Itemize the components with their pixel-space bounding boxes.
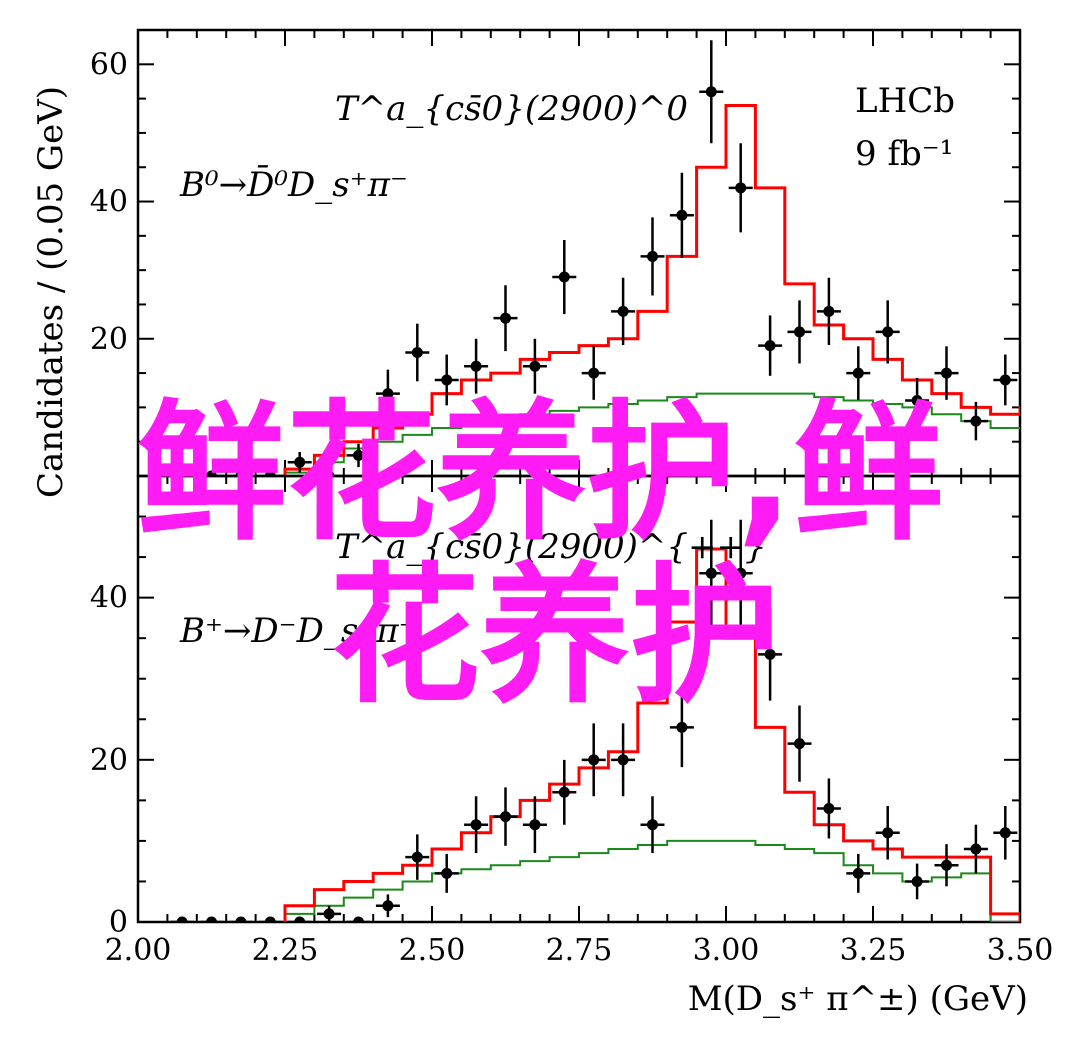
data-point-top xyxy=(199,470,224,476)
data-point-top xyxy=(434,354,459,406)
data-point-top xyxy=(405,323,430,382)
data-point-bottom xyxy=(493,787,518,846)
component-fit-bottom xyxy=(284,839,1020,922)
data-point-top xyxy=(287,451,312,473)
data-point-top xyxy=(699,40,724,144)
data-point-bottom xyxy=(317,905,342,922)
data-point-top xyxy=(640,217,665,296)
data-point-bottom xyxy=(787,705,812,782)
plot-area-bottom xyxy=(170,519,1020,922)
x-tick-label: 3.50 xyxy=(987,933,1054,968)
x-tick-label: 2.50 xyxy=(399,933,466,968)
data-point-bottom xyxy=(258,916,283,922)
data-point-top xyxy=(728,143,753,233)
data-point-top xyxy=(993,354,1018,406)
x-tick-label: 3.25 xyxy=(840,933,907,968)
data-point-top xyxy=(611,277,636,345)
data-point-top xyxy=(464,338,489,394)
data-point-top xyxy=(170,470,195,476)
watermark-line-1: 鲜花养护,鲜 xyxy=(137,387,944,561)
data-point-top xyxy=(552,239,577,315)
y-tick-label-bottom: 0 xyxy=(109,905,128,940)
data-point-bottom xyxy=(669,687,694,768)
data-point-bottom xyxy=(199,916,224,922)
data-point-bottom xyxy=(640,796,665,854)
data-point-bottom xyxy=(464,796,489,854)
data-point-top xyxy=(758,315,783,376)
bottom-state-label: T^a_{cs̄0}(2900)^{++} xyxy=(335,527,767,567)
data-point-top xyxy=(669,172,694,258)
data-point-bottom xyxy=(581,723,606,797)
watermark-line-2: 花养护 xyxy=(330,550,780,724)
x-tick-label: 3.00 xyxy=(693,933,760,968)
y-tick-label-bottom: 20 xyxy=(90,743,128,778)
panel-bottom: 0 20 40 xyxy=(90,474,1022,940)
data-point-bottom xyxy=(228,916,253,922)
data-point-top xyxy=(258,470,283,476)
data-point-top xyxy=(581,346,606,400)
component-fit-top xyxy=(284,392,1020,476)
plot-area-top xyxy=(170,40,1047,476)
data-point-bottom xyxy=(375,894,400,918)
panel-top: 20 40 60 xyxy=(90,28,1047,478)
data-point-bottom xyxy=(552,759,577,825)
bottom-decay-label: B⁺→D⁻D_s⁺π⁺ xyxy=(179,611,417,651)
data-point-bottom xyxy=(875,806,900,860)
data-point-top xyxy=(317,470,342,476)
data-point-bottom xyxy=(963,824,988,874)
data-point-bottom xyxy=(846,853,871,893)
x-tick-label: 2.00 xyxy=(105,933,172,968)
data-point-bottom xyxy=(993,806,1018,860)
data-point-bottom xyxy=(728,519,753,627)
data-point-top xyxy=(816,277,841,345)
y-axis-label: Candidates / (0.05 GeV) xyxy=(31,86,71,498)
data-point-bottom xyxy=(346,916,371,922)
data-point-top xyxy=(346,443,371,468)
total-fit-bottom xyxy=(283,547,1020,922)
data-point-top xyxy=(228,470,253,476)
x-tick-label: 2.25 xyxy=(252,933,319,968)
data-point-top xyxy=(963,401,988,441)
data-point-bottom xyxy=(522,796,547,854)
y-tick-label-top: 20 xyxy=(90,322,128,357)
data-point-bottom xyxy=(816,778,841,839)
x-axis-label: M(D_s⁺ π^±) (GeV) xyxy=(688,979,1028,1019)
y-tick-label-top: 60 xyxy=(90,47,128,82)
data-point-bottom xyxy=(611,723,636,797)
y-tick-label-top: 40 xyxy=(90,185,128,220)
data-point-bottom xyxy=(287,916,312,922)
data-point-bottom xyxy=(434,853,459,893)
data-point-top xyxy=(875,300,900,364)
top-state-label: T^a_{cs̄0}(2900)^0 xyxy=(335,89,688,129)
x-tick-label: 2.75 xyxy=(546,933,613,968)
data-point-top xyxy=(375,369,400,418)
data-point-top xyxy=(493,285,518,352)
data-point-bottom xyxy=(934,844,959,887)
data-point-top xyxy=(934,346,959,400)
data-point-top xyxy=(522,338,547,394)
data-point-top xyxy=(787,300,812,364)
y-tick-label-bottom: 40 xyxy=(90,581,128,616)
data-point-top xyxy=(905,377,930,424)
data-point-bottom xyxy=(758,608,783,701)
x-axis: 2.00 2.25 2.50 2.75 3.00 3.25 3.50 xyxy=(105,933,1054,968)
data-point-top xyxy=(1023,462,1047,476)
data-point-bottom xyxy=(905,863,930,900)
data-point-bottom xyxy=(405,834,430,880)
experiment-label: LHCb xyxy=(855,81,955,121)
data-point-bottom xyxy=(170,916,195,922)
total-fit-top xyxy=(283,103,1020,476)
data-point-top xyxy=(846,346,871,400)
top-decay-label: B⁰→D̄⁰D_s⁺π⁻ xyxy=(179,164,408,205)
data-point-bottom xyxy=(699,519,724,627)
luminosity-label: 9 fb⁻¹ xyxy=(855,134,953,174)
